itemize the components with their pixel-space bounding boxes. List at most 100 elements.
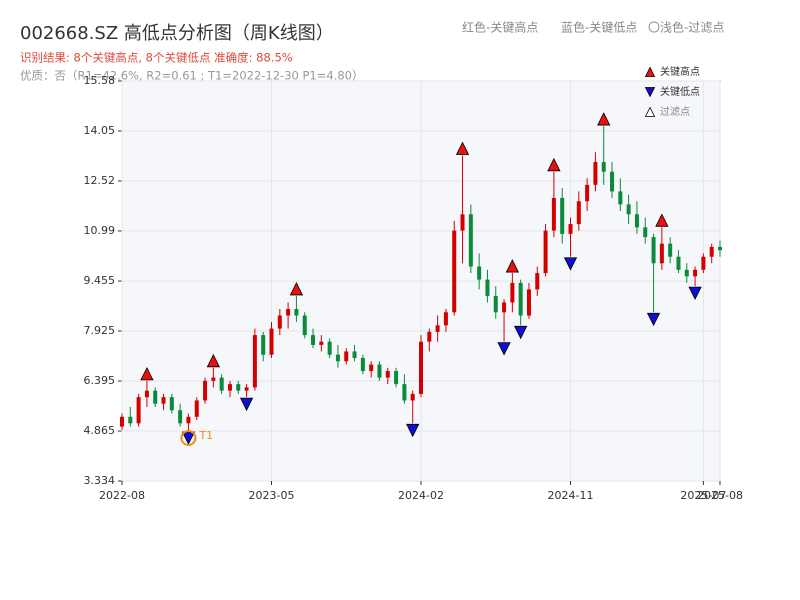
point-marker — [655, 213, 669, 227]
candle-body — [718, 246, 722, 251]
point-marker — [497, 342, 511, 356]
candle-body — [460, 214, 465, 231]
candle-body — [144, 390, 149, 398]
x-tick-label: 2022-08 — [99, 489, 145, 502]
candle-body — [153, 390, 158, 404]
x-tick-label: 2024-02 — [398, 489, 444, 502]
candle-body — [634, 214, 639, 228]
candle-body — [252, 335, 257, 388]
candle-body — [651, 237, 656, 264]
point-marker — [688, 286, 702, 301]
point-marker — [646, 312, 661, 327]
point-marker — [505, 259, 520, 273]
candle-body — [194, 400, 199, 417]
candle-body — [427, 331, 432, 342]
candle-body — [643, 227, 648, 238]
candle-body — [211, 377, 216, 381]
candle-body — [244, 387, 249, 391]
candle-body — [626, 204, 631, 215]
x-tick-label: 2023-05 — [249, 489, 295, 502]
point-marker — [239, 397, 254, 412]
point-marker — [140, 366, 154, 381]
candle-body — [128, 416, 133, 424]
legend-label: 过滤点 — [660, 105, 690, 118]
candle-body — [227, 384, 232, 391]
candle-body — [261, 335, 266, 355]
candle-body — [443, 312, 448, 326]
y-tick-label: 12.52 — [84, 174, 116, 187]
candle-body — [327, 341, 332, 355]
candle-body — [178, 410, 183, 424]
candle-body — [659, 243, 664, 264]
candle-body — [344, 351, 349, 362]
candle-body — [203, 380, 208, 401]
header-legend: 〇浅色-过滤点 — [648, 21, 724, 35]
point-marker — [206, 353, 221, 368]
candle-body — [352, 351, 357, 358]
legend-marker — [644, 66, 656, 77]
point-marker — [547, 157, 561, 172]
candle-body — [219, 377, 224, 391]
y-tick-label: 6.395 — [84, 374, 116, 387]
candle-body — [377, 364, 382, 378]
candle-body — [360, 357, 365, 372]
candle-body — [568, 224, 573, 234]
y-tick-label: 15.58 — [84, 74, 116, 87]
candle-body — [385, 371, 390, 378]
x-tick-label: 2025-08 — [697, 489, 743, 502]
x-tick-label: 2025-07 — [680, 489, 726, 502]
candle-body — [335, 354, 340, 362]
candle-body — [477, 266, 482, 280]
y-tick-label: 9.455 — [84, 274, 116, 287]
candle-body — [684, 269, 689, 277]
candle-body — [394, 371, 399, 385]
candle-body — [302, 315, 307, 336]
candle-body — [286, 308, 291, 316]
candle-body — [120, 416, 124, 427]
candle-body — [410, 393, 415, 401]
annotation-ring — [180, 429, 197, 446]
point-marker — [563, 257, 578, 271]
legend-label: 关键高点 — [660, 65, 700, 78]
y-tick-label: 3.334 — [84, 474, 116, 487]
candle-body — [435, 325, 440, 332]
legend-marker — [644, 87, 656, 98]
point-marker — [455, 141, 470, 155]
candle-body — [518, 282, 523, 316]
candle-body — [551, 197, 556, 231]
candle-body — [576, 201, 581, 225]
candle-body — [452, 230, 457, 313]
candle-body — [186, 416, 191, 424]
candle-body — [294, 308, 299, 316]
note: 优质：否（R1=42.6%, R2=0.61 ; T1=2022-12-30 P… — [20, 69, 363, 83]
candle-body — [610, 171, 615, 192]
candle-body — [485, 279, 490, 296]
header-legend: 红色-关键高点 — [462, 20, 538, 35]
point-marker — [514, 325, 528, 340]
point-marker — [406, 423, 420, 438]
point-marker — [597, 112, 611, 126]
candle-body — [502, 302, 507, 313]
candle-body — [236, 384, 241, 391]
candle-body — [601, 162, 606, 172]
candle-body — [585, 184, 590, 202]
candle-body — [693, 269, 698, 277]
x-tick-label: 2024-11 — [548, 489, 594, 502]
candle-body — [493, 295, 498, 313]
annotation-label: T1 — [198, 429, 213, 442]
chart-title: 002668.SZ 高低点分析图（周K线图） — [20, 23, 334, 44]
point-marker — [181, 431, 196, 445]
candle-body — [668, 243, 673, 257]
candle-body — [709, 246, 714, 257]
legend-label: 关键低点 — [660, 85, 700, 98]
candle-body — [701, 256, 706, 270]
y-tick-label: 7.925 — [84, 324, 116, 337]
candle-body — [311, 335, 316, 345]
candle-body — [618, 191, 623, 205]
candle-body — [136, 397, 141, 424]
candle-body — [535, 273, 540, 290]
candle-body — [526, 289, 531, 316]
candle-body — [269, 328, 274, 355]
